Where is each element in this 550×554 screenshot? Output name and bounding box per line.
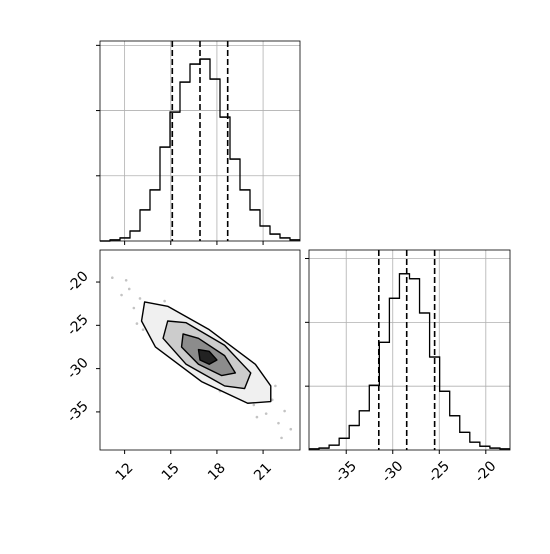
sample-point [289, 427, 293, 431]
sample-point [124, 279, 128, 282]
axes-frame [99, 249, 301, 451]
y-tick-label: -35 [64, 398, 91, 425]
y-tick-label: -25 [64, 312, 91, 339]
sample-point [163, 299, 166, 303]
x-tick-label: -35 [332, 458, 359, 485]
sample-point [138, 297, 142, 300]
sample-point [280, 436, 283, 440]
sample-point [283, 409, 286, 413]
x-tick-label: -20 [472, 458, 499, 485]
y-tick-label: -20 [64, 268, 91, 295]
x-tick-label: -30 [379, 458, 406, 485]
sample-point [135, 322, 139, 325]
sample-point [111, 276, 114, 280]
axes-frame [99, 40, 301, 242]
x-tick-label: 15 [159, 460, 183, 484]
sample-point [255, 415, 259, 419]
density-contour [197, 348, 218, 365]
sample-point [274, 384, 277, 388]
sample-point [120, 293, 123, 297]
sample-point [127, 287, 131, 291]
x-tick-label: 12 [113, 460, 137, 484]
sample-point [264, 412, 268, 415]
sample-point [252, 403, 256, 407]
y-tick-label: -30 [64, 355, 91, 382]
x-tick-label: 21 [251, 460, 275, 484]
sample-point [271, 398, 274, 402]
x-tick-label: 18 [205, 460, 229, 484]
sample-point [277, 421, 280, 425]
sample-point [141, 328, 145, 331]
histogram-step [309, 273, 510, 450]
x-tick-label: -25 [426, 458, 453, 485]
sample-point [132, 306, 136, 310]
axes-frame [308, 249, 511, 451]
